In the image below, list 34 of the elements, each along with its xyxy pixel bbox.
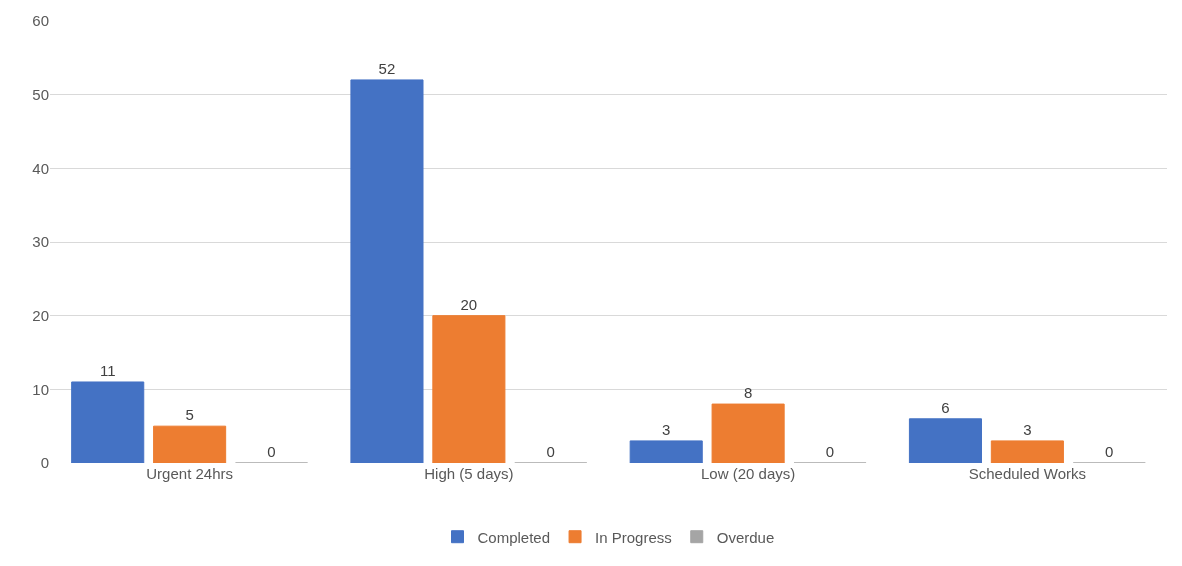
bar	[432, 315, 506, 463]
bar	[990, 440, 1064, 463]
data-label: 8	[743, 384, 753, 402]
y-tick-label: 30	[32, 233, 49, 251]
bar	[629, 440, 703, 463]
data-label: 6	[941, 398, 950, 416]
data-label: 5	[185, 406, 194, 424]
y-tick-label: 0	[40, 454, 49, 472]
y-tick-label: 60	[32, 12, 49, 30]
legend-label: Overdue	[716, 528, 775, 546]
legend-label: In Progress	[595, 528, 672, 546]
x-tick-label: High (5 days)	[424, 465, 514, 482]
y-tick-label: 20	[32, 306, 49, 324]
data-label: 11	[99, 361, 116, 379]
data-label: 0	[267, 443, 276, 460]
y-tick-label: 10	[32, 380, 49, 398]
y-tick-label: 50	[32, 85, 49, 103]
data-label: 52	[378, 59, 396, 77]
data-label: 0	[1105, 443, 1114, 460]
data-label: 0	[546, 443, 555, 460]
bar	[153, 425, 227, 463]
data-label: 3	[1023, 420, 1032, 438]
x-tick-label: Scheduled Works	[968, 465, 1087, 482]
data-label: 3	[662, 420, 671, 438]
data-label: 20	[460, 295, 478, 313]
data-label: 0	[825, 443, 835, 460]
x-tick-label: Urgent 24hrs	[146, 465, 233, 482]
bar	[711, 403, 785, 463]
x-tick-label: Low (20 days)	[701, 465, 796, 482]
y-tick-label: 40	[32, 159, 49, 177]
bar	[350, 79, 424, 463]
bar	[908, 418, 982, 463]
bar	[71, 381, 145, 463]
legend-label: Completed	[477, 528, 551, 546]
